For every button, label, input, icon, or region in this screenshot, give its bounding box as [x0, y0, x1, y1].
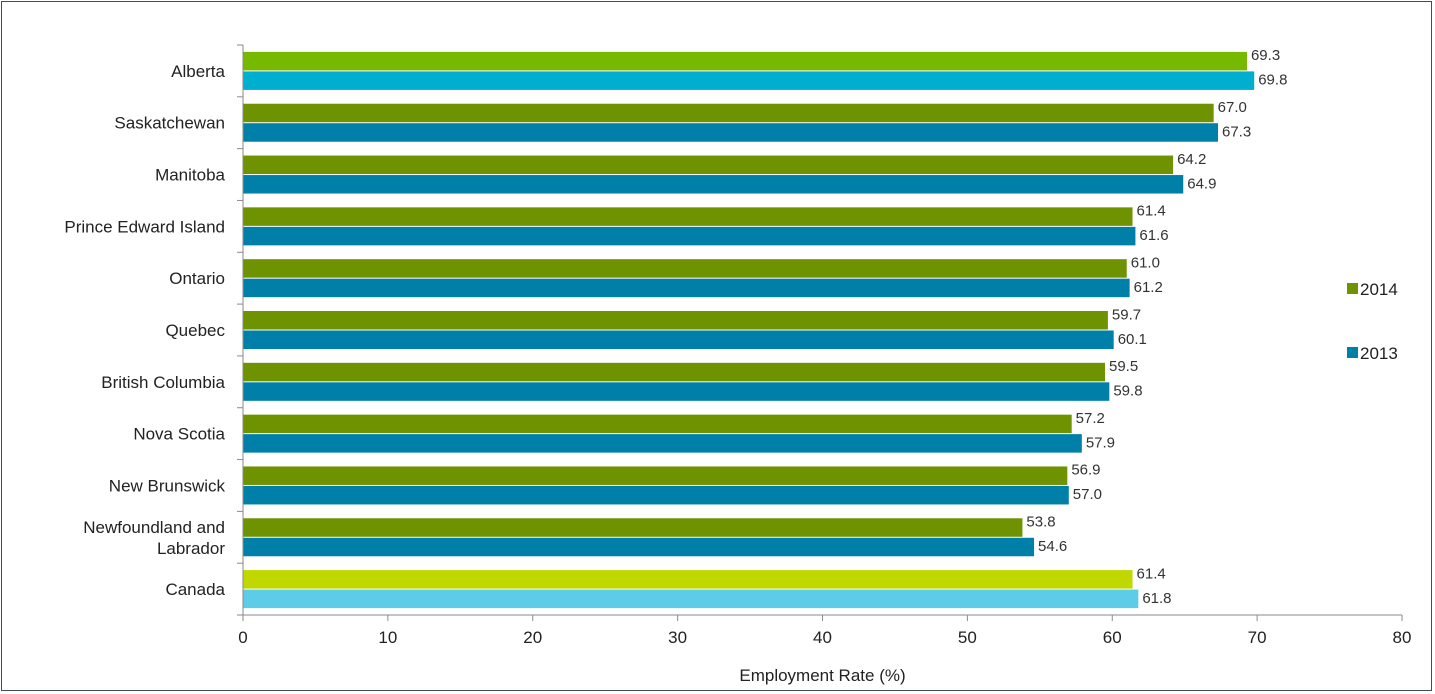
bar-2014-quebec	[243, 311, 1108, 330]
category-label: British Columbia	[101, 373, 225, 392]
bar-2014-canada	[243, 570, 1133, 589]
x-tick-label: 30	[668, 628, 687, 647]
bar-2013-saskatchewan	[243, 123, 1219, 142]
data-label: 67.0	[1218, 99, 1247, 116]
data-label: 57.0	[1073, 486, 1102, 503]
data-label: 54.6	[1038, 538, 1067, 555]
data-label: 59.7	[1112, 306, 1141, 323]
x-tick-label: 20	[523, 628, 542, 647]
bar-2013-nova-scotia	[243, 434, 1082, 453]
data-label: 60.1	[1118, 331, 1147, 348]
legend-swatch-2014	[1347, 283, 1358, 294]
bar-2013-alberta	[243, 71, 1255, 90]
data-label: 61.2	[1134, 279, 1163, 296]
bar-2013-manitoba	[243, 175, 1184, 194]
bar-2013-british-columbia	[243, 382, 1110, 401]
bar-2013-canada	[243, 589, 1139, 609]
labels-layer: 69.3 69.8 Alberta 67.0 67.3 Saskatchewan 64.2 6…	[64, 47, 1411, 647]
bar-2014-prince-edward-island	[243, 207, 1133, 226]
data-label: 57.9	[1086, 434, 1115, 451]
data-label: 61.6	[1139, 227, 1168, 244]
legend-swatch-2013	[1347, 347, 1358, 358]
bar-2014-newfoundland-and-labrador	[243, 518, 1023, 537]
category-label: Alberta	[171, 62, 225, 81]
x-tick-label: 50	[958, 628, 977, 647]
data-label: 64.2	[1177, 151, 1206, 168]
data-label: 56.9	[1071, 462, 1100, 479]
data-label: 57.2	[1076, 410, 1105, 427]
category-label: Manitoba	[155, 166, 225, 185]
x-tick-label: 10	[378, 628, 397, 647]
category-label: Ontario	[169, 269, 225, 288]
data-label: 59.8	[1113, 383, 1142, 400]
bar-2013-ontario	[243, 278, 1130, 298]
bar-2013-new-brunswick	[243, 485, 1069, 505]
bar-2013-prince-edward-island	[243, 226, 1136, 246]
bar-2014-new-brunswick	[243, 466, 1068, 485]
legend: 2014 2013	[1347, 280, 1398, 363]
bar-2013-newfoundland-and-labrador	[243, 537, 1035, 557]
x-tick-label: 70	[1248, 628, 1267, 647]
category-label: Nova Scotia	[133, 425, 225, 444]
category-label: Prince Edward Island	[64, 217, 225, 236]
data-label: 53.8	[1026, 514, 1055, 531]
data-label: 64.9	[1187, 175, 1216, 192]
x-tick-label: 0	[238, 628, 247, 647]
x-axis-title: Employment Rate (%)	[739, 666, 905, 685]
bar-2013-quebec	[243, 330, 1114, 349]
category-label: Saskatchewan	[114, 114, 225, 133]
x-tick-label: 40	[813, 628, 832, 647]
data-label: 67.3	[1222, 123, 1251, 140]
data-label: 69.3	[1251, 47, 1280, 64]
bar-2014-nova-scotia	[243, 414, 1072, 434]
bar-2014-manitoba	[243, 155, 1174, 175]
x-tick-label: 60	[1103, 628, 1122, 647]
data-label: 69.8	[1258, 72, 1287, 89]
bar-2014-saskatchewan	[243, 103, 1214, 123]
data-label: 61.0	[1131, 254, 1160, 271]
category-label: New Brunswick	[109, 476, 226, 495]
category-label: Canada	[165, 580, 225, 599]
axes-layer	[237, 44, 1403, 621]
bar-2014-alberta	[243, 51, 1247, 71]
category-label: Quebec	[165, 321, 225, 340]
bars-layer	[243, 51, 1255, 609]
data-label: 61.4	[1137, 203, 1166, 220]
data-label: 61.4	[1137, 565, 1166, 582]
category-label: Newfoundland and Labrador	[83, 518, 225, 558]
data-label: 61.8	[1142, 590, 1171, 607]
legend-label-2014: 2014	[1360, 280, 1398, 299]
bar-2014-british-columbia	[243, 362, 1106, 382]
bar-2014-ontario	[243, 259, 1127, 278]
legend-label-2013: 2013	[1360, 344, 1398, 363]
data-label: 59.5	[1109, 358, 1138, 375]
x-tick-label: 80	[1393, 628, 1412, 647]
